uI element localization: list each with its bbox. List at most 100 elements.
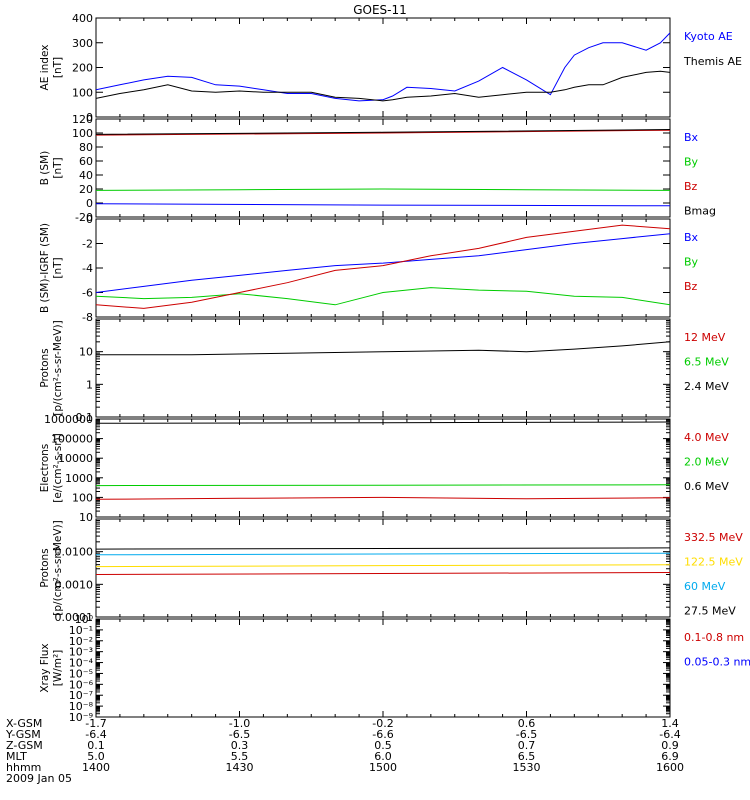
y-axis-label: [p/(cm²-s-sr-MeV)] <box>52 520 64 615</box>
panel-frame <box>95 618 671 718</box>
y-tick-label: 10⁻¹ <box>69 624 93 637</box>
y-tick-label: 1000 <box>65 472 93 485</box>
panel-frame <box>95 418 671 518</box>
y-axis-label: [p/(cm²-s-sr-MeV)] <box>52 320 64 415</box>
legend-entry: 27.5 MeV <box>684 605 736 618</box>
series-line-0-6-mev <box>96 421 670 424</box>
footer-cell: 0.1 <box>87 739 105 752</box>
footer-cell: 1500 <box>369 761 397 774</box>
panel-frame <box>95 218 671 318</box>
series-line-122-5-mev <box>96 564 670 568</box>
y-tick-label: 0.0100 <box>55 546 94 559</box>
legend-entry: By <box>684 156 699 169</box>
y-tick-label: 100 <box>72 491 93 504</box>
y-tick-label: 0.0010 <box>55 578 94 591</box>
legend-entry: 332.5 MeV <box>684 531 743 544</box>
y-tick-label: 10 <box>79 511 93 524</box>
legend-entry: 12 MeV <box>684 331 726 344</box>
series-line-kyoto-ae <box>96 32 670 102</box>
y-tick-label: 10⁻² <box>69 635 93 648</box>
footer-cell: 6.5 <box>518 750 536 763</box>
panel-protons1: 0.1 1 10 Protons [p/(cm²-s-sr-MeV)] 12 MeV 6.5… <box>39 318 729 424</box>
y-tick-label: 0 <box>86 197 93 210</box>
panel-frame <box>95 17 671 118</box>
y-tick-label: 10⁻⁸ <box>69 700 94 713</box>
y-tick-label: 300 <box>72 37 93 50</box>
panel-frame <box>95 518 671 618</box>
legend-entry: Themis AE <box>683 55 742 68</box>
legend-entry: 122.5 MeV <box>684 556 743 569</box>
footer-cell: 1600 <box>656 761 684 774</box>
legend-entry: 2.4 MeV <box>684 380 729 393</box>
chart-title: GOES-11 <box>353 3 407 17</box>
y-tick-label: 40 <box>79 169 93 182</box>
series-line-bmag <box>96 129 670 135</box>
footer-row-label: Y-GSM <box>5 728 41 741</box>
legend-entry: 60 MeV <box>684 580 726 593</box>
y-tick-label: 10⁻³ <box>69 646 93 659</box>
footer-cell: 1430 <box>226 761 254 774</box>
y-axis-label: Protons <box>39 348 51 387</box>
y-tick-label: 20 <box>79 183 93 196</box>
footer-row-label: MLT <box>6 750 27 763</box>
legend-entry: Bz <box>684 180 698 193</box>
y-axis-label: B (SM)-IGRF (SM) <box>39 223 51 313</box>
y-tick-label: 60 <box>79 155 93 168</box>
footer-row-label: X-GSM <box>6 717 42 730</box>
footer-cell: -1.0 <box>229 717 250 730</box>
series-line-by <box>96 287 670 306</box>
legend-entry: 0.1-0.8 nm <box>684 631 744 644</box>
y-tick-label: 0.1 <box>76 411 94 424</box>
footer-cell: 0.3 <box>231 739 249 752</box>
series-line-4-0-mev <box>96 496 670 500</box>
y-tick-label: 10⁰ <box>75 613 94 626</box>
footer-cell: -6.4 <box>659 728 680 741</box>
legend-entry: Bx <box>684 231 699 244</box>
y-tick-label: 10⁻⁹ <box>69 711 93 724</box>
y-tick-label: 10⁻⁵ <box>69 667 93 680</box>
footer-cell: 0.7 <box>518 739 536 752</box>
footer-row-label: Z-GSM <box>6 739 43 752</box>
footer-cell: 5.0 <box>87 750 105 763</box>
legend-entry: By <box>684 256 699 269</box>
footer-cell: -6.6 <box>372 728 393 741</box>
y-tick-label: -4 <box>82 262 93 275</box>
y-tick-label: 200 <box>72 62 93 75</box>
series-line-332-5-mev <box>96 572 670 575</box>
panel-protons2: 0.0001 0.0010 0.0100 Protons [p/(cm²-s-sr-Me… <box>39 518 743 624</box>
y-tick-label: 10⁻⁴ <box>69 657 94 670</box>
y-axis-label: [nT] <box>52 157 64 178</box>
footer-cell: 6.9 <box>661 750 679 763</box>
footer-cell: -6.5 <box>229 728 250 741</box>
footer-cell: 1530 <box>513 761 541 774</box>
legend-entry: Bmag <box>684 205 716 218</box>
series-line-bz <box>96 129 670 136</box>
y-tick-label: 80 <box>79 141 93 154</box>
y-axis-label: Xray Flux <box>39 643 51 692</box>
y-axis-label: [nT] <box>52 57 64 78</box>
series-line-2-4-mev <box>96 341 670 356</box>
y-tick-label: 0.0001 <box>55 611 94 624</box>
y-tick-label: 10 <box>79 346 93 359</box>
footer-cell: -6.4 <box>85 728 106 741</box>
series-line-27-5-mev <box>96 547 670 550</box>
y-axis-label: AE index <box>39 45 51 91</box>
y-tick-label: 100 <box>72 127 93 140</box>
y-axis-label: [nT] <box>52 257 64 278</box>
y-tick-label: 10⁻⁶ <box>69 678 94 691</box>
y-tick-label: -6 <box>82 287 93 300</box>
series-line-bx <box>96 233 670 293</box>
footer-cell: 0.5 <box>374 739 392 752</box>
y-tick-label: 400 <box>72 12 93 25</box>
y-tick-label: -8 <box>82 311 93 324</box>
panel-electrons: 10 100 1000 10000 100000 1000000 Electrons [e/(… <box>39 413 729 524</box>
footer-row-label: hhmm <box>6 761 41 774</box>
y-tick-label: 0 <box>86 213 93 226</box>
y-axis-label: [e/(cm²-s-sr)] <box>52 433 64 502</box>
y-tick-label: 100 <box>72 86 93 99</box>
legend-entry: 2.0 MeV <box>684 456 729 469</box>
